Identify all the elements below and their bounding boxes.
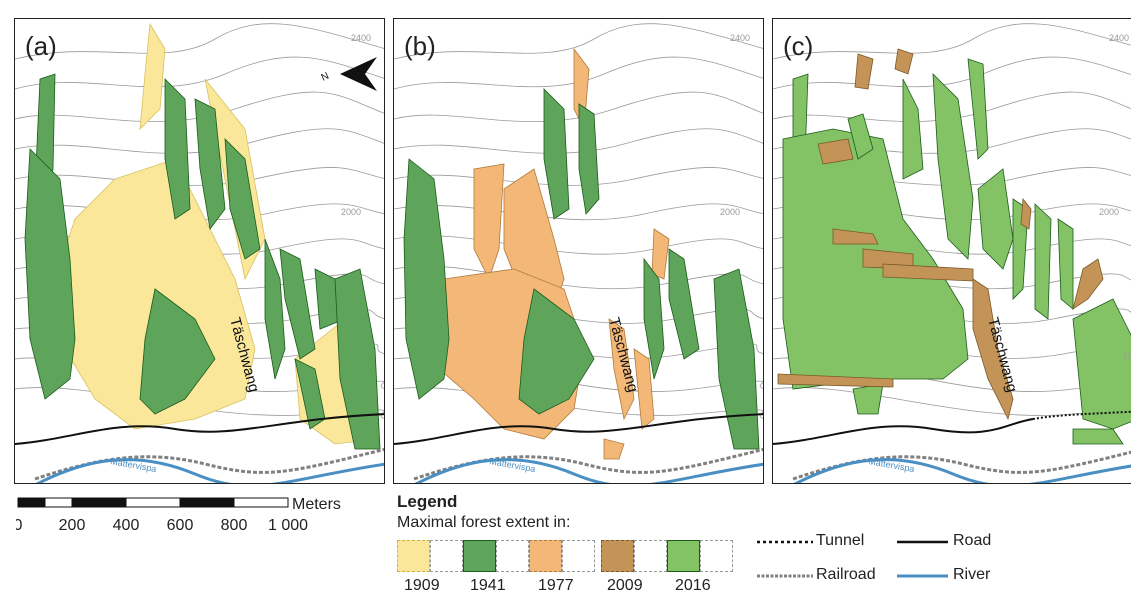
legend-swatch-blank — [496, 540, 529, 572]
legend-line-symbols-left — [757, 540, 813, 578]
contour-lines — [394, 23, 763, 419]
legend-year-2009: 2009 — [607, 577, 643, 594]
legend-line-symbols-right — [897, 540, 948, 578]
scale-tick: 400 — [113, 517, 140, 534]
forest-1909 — [54, 22, 376, 445]
legend-swatch-1977 — [529, 540, 562, 572]
legend-road-label: Road — [953, 532, 992, 549]
scale-tick: 600 — [167, 517, 194, 534]
legend-year-1909: 1909 — [404, 577, 440, 594]
legend-swatch-blank — [634, 540, 667, 572]
legend-title: Legend — [397, 492, 458, 511]
scale-bar-svg: Meters 0 200 400 600 800 1 000 — [14, 496, 341, 534]
legend-swatch-blank — [430, 540, 463, 572]
scale-tick: 1 000 — [268, 517, 308, 534]
map-panel-c: 2400 2000 1800 Täschwang Mattervispa (c) — [772, 18, 1131, 484]
scale-bar: Meters 0 200 400 600 800 1 000 — [14, 496, 356, 546]
contour-label-2400: 2400 — [1109, 33, 1129, 43]
legend-swatch-blank — [700, 540, 733, 572]
scale-tick: 200 — [59, 517, 86, 534]
map-a-svg: 2400 2000 Täschwang Mattervispa N — [15, 22, 384, 483]
forest-1941 — [24, 73, 381, 450]
legend-river-label: River — [953, 566, 991, 583]
contour-label-2400: 2400 — [730, 33, 750, 43]
map-c-svg: 2400 2000 1800 Täschwang Mattervispa — [773, 23, 1131, 483]
scale-tick: 0 — [16, 517, 23, 534]
infrastructure — [15, 413, 384, 483]
contour-label-1800: 1800 — [1123, 351, 1131, 361]
legend-year-1977: 1977 — [538, 577, 574, 594]
legend-subtitle: Maximal forest extent in: — [397, 514, 571, 531]
legend-swatch-1941 — [463, 540, 496, 572]
panel-label-c: (c) — [783, 31, 814, 61]
scale-tick: 800 — [221, 517, 248, 534]
forest-2016 — [782, 58, 1131, 445]
contour-label-2000: 2000 — [720, 207, 740, 217]
north-label: N — [320, 71, 331, 84]
panel-label-b: (b) — [404, 31, 436, 61]
legend-swatch-2009 — [601, 540, 634, 572]
north-arrow-icon: N — [320, 57, 377, 91]
infrastructure — [394, 413, 763, 483]
contour-label-2000: 2000 — [1099, 207, 1119, 217]
forest-1941 — [403, 88, 760, 450]
map-panel-b: 2400 2000 Täschwang Mattervispa (b) — [393, 18, 764, 484]
infrastructure — [773, 410, 1131, 483]
forest-2009 — [777, 48, 1104, 421]
legend-railroad-label: Railroad — [816, 566, 876, 583]
legend-year-2016: 2016 — [675, 577, 711, 594]
legend-swatch-1909 — [397, 540, 430, 572]
contour-label-2000: 2000 — [341, 207, 361, 217]
legend-tunnel-label: Tunnel — [816, 532, 865, 549]
legend-swatch-blank — [562, 540, 595, 572]
legend-year-1941: 1941 — [470, 577, 506, 594]
contour-label-2400: 2400 — [351, 33, 371, 43]
scale-unit: Meters — [292, 496, 341, 513]
legend-swatch-2016 — [667, 540, 700, 572]
panel-label-a: (a) — [25, 31, 57, 61]
map-b-svg: 2400 2000 Täschwang Mattervispa — [394, 23, 763, 483]
map-panel-a: 2400 2000 Täschwang Mattervispa N (a) — [14, 18, 385, 484]
